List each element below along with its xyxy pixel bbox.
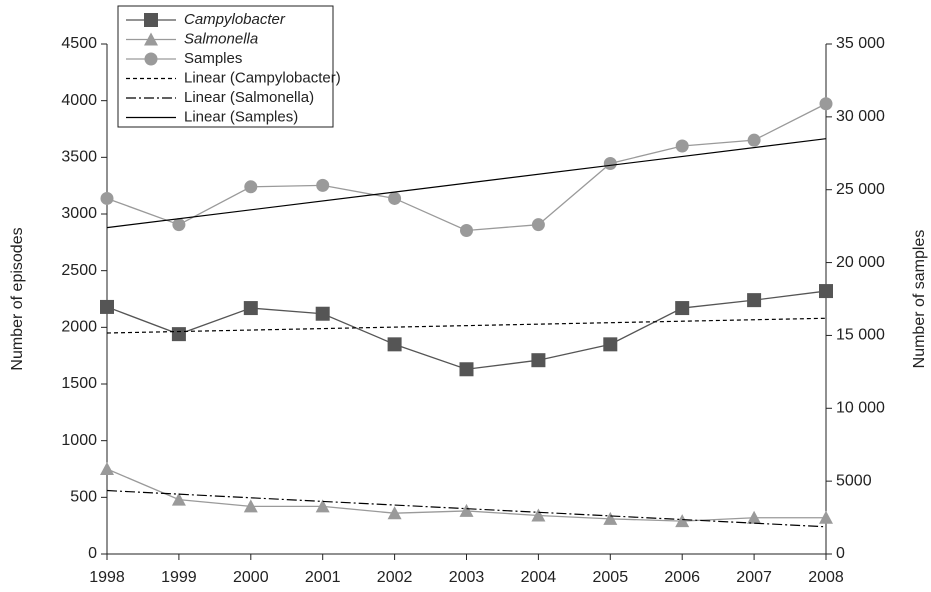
marker xyxy=(531,508,546,522)
x-tick-label: 2003 xyxy=(449,569,485,586)
x-tick-label: 2001 xyxy=(305,569,341,586)
marker xyxy=(243,301,258,316)
marker xyxy=(144,32,158,46)
y-tick-label: 2000 xyxy=(61,319,97,336)
series-line xyxy=(106,489,827,528)
series-line xyxy=(106,317,827,334)
legend: Campylobacter Salmonella Samples Linear (Ca… xyxy=(117,5,341,128)
legend-label: Salmonella xyxy=(184,30,258,47)
marker xyxy=(675,139,689,153)
y2-tick-label: 30 000 xyxy=(836,108,885,125)
legend-label: Campylobacter xyxy=(184,11,286,28)
y-tick-label: 1500 xyxy=(61,375,97,392)
marker xyxy=(747,133,761,147)
y-tick-label: 1000 xyxy=(61,432,97,449)
marker xyxy=(100,191,114,205)
y2-tick-label: 0 xyxy=(836,545,845,562)
marker xyxy=(243,499,258,513)
marker xyxy=(460,224,473,238)
marker xyxy=(315,306,330,321)
x-tick-label: 1998 xyxy=(89,569,125,586)
y2-tick-label: 20 000 xyxy=(836,254,885,271)
marker xyxy=(747,293,762,308)
marker xyxy=(388,191,402,205)
marker xyxy=(172,218,186,232)
marker xyxy=(171,492,186,506)
x-tick-label: 2000 xyxy=(233,569,269,586)
y-tick-label: 3000 xyxy=(61,205,97,222)
y2-tick-label: 15 000 xyxy=(836,327,885,344)
marker xyxy=(819,284,833,299)
y-tick-label: 0 xyxy=(88,545,97,562)
marker xyxy=(603,511,618,525)
legend-label: Linear (Salmonella) xyxy=(184,89,314,106)
legend-label: Linear (Samples) xyxy=(184,108,298,125)
x-tick-label: 2006 xyxy=(664,569,700,586)
y2-tick-label: 35 000 xyxy=(836,35,885,52)
marker xyxy=(100,299,114,314)
marker xyxy=(459,362,474,377)
marker xyxy=(747,510,762,524)
marker xyxy=(244,180,258,194)
marker xyxy=(531,218,545,232)
marker xyxy=(387,337,402,352)
y-tick-label: 4500 xyxy=(61,35,97,52)
x-tick-label: 1999 xyxy=(161,569,197,586)
y2-axis-label: Number of samples xyxy=(911,230,928,369)
x-tick-label: 2002 xyxy=(377,569,413,586)
y2-tick-label: 5000 xyxy=(836,472,872,489)
marker xyxy=(819,510,833,524)
x-tick-label: 2004 xyxy=(521,569,557,586)
x-tick-label: 2005 xyxy=(593,569,629,586)
marker xyxy=(459,503,474,517)
marker xyxy=(100,462,114,475)
marker xyxy=(387,506,402,520)
marker xyxy=(603,337,618,352)
y-tick-label: 3500 xyxy=(61,149,97,166)
legend-label: Linear (Campylobacter) xyxy=(184,69,341,86)
x-tick-label: 2007 xyxy=(736,569,772,586)
legend-label: Samples xyxy=(184,50,242,67)
y2-tick-label: 10 000 xyxy=(836,400,885,417)
marker xyxy=(675,514,690,528)
y-axis-label: Number of episodes xyxy=(9,227,26,370)
y2-tick-label: 25 000 xyxy=(836,181,885,198)
series-line xyxy=(106,290,827,370)
marker xyxy=(675,301,690,316)
y-tick-label: 500 xyxy=(70,489,97,506)
marker xyxy=(603,156,617,170)
marker xyxy=(171,327,186,342)
series-line xyxy=(106,138,827,229)
y-tick-label: 4000 xyxy=(61,92,97,109)
marker xyxy=(315,499,330,513)
marker xyxy=(531,353,546,368)
marker xyxy=(144,13,158,27)
x-tick-label: 2008 xyxy=(808,569,844,586)
marker xyxy=(144,52,158,66)
marker xyxy=(316,178,330,192)
y-tick-label: 2500 xyxy=(61,262,97,279)
marker xyxy=(819,97,833,111)
